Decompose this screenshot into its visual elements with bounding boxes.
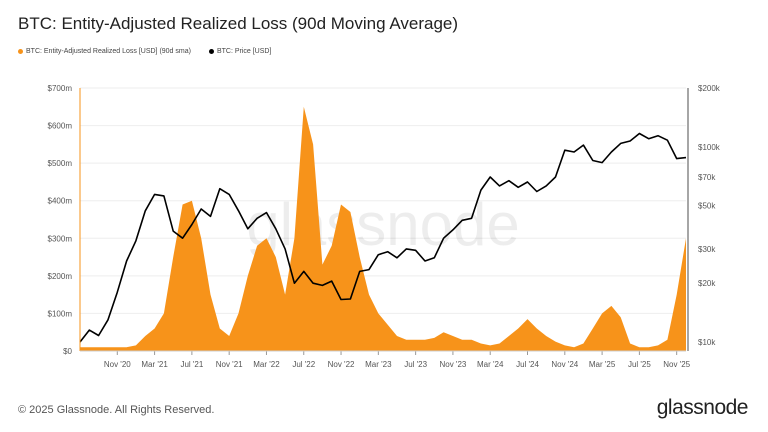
x-tick-label: Nov '22: [328, 360, 355, 369]
legend-dot-icon: [208, 48, 214, 54]
y-right-tick-label: $20k: [698, 279, 716, 288]
x-tick-label: Mar '23: [365, 360, 392, 369]
y-right-tick-label: $50k: [698, 202, 716, 211]
x-tick-label: Nov '25: [663, 360, 690, 369]
y-right-tick-label: $30k: [698, 245, 716, 254]
x-tick-label: Jul '24: [516, 360, 539, 369]
y-left-tick-label: $600m: [48, 122, 73, 131]
x-tick-label: Jul '25: [628, 360, 651, 369]
legend-item-loss[interactable]: BTC: Entity-Adjusted Realized Loss [USD]…: [18, 48, 191, 55]
x-tick-label: Nov '20: [104, 360, 131, 369]
x-tick-label: Mar '24: [477, 360, 504, 369]
legend-label: BTC: Entity-Adjusted Realized Loss [USD]…: [26, 48, 191, 55]
y-left-tick-label: $200m: [48, 272, 73, 281]
x-tick-label: Mar '25: [589, 360, 616, 369]
legend-dot-icon: [18, 48, 23, 54]
y-left-tick-label: $300m: [48, 234, 73, 243]
y-right-tick-label: $200k: [698, 84, 721, 93]
legend: BTC: Entity-Adjusted Realized Loss [USD]…: [18, 48, 271, 55]
chart-title: BTC: Entity-Adjusted Realized Loss (90d …: [18, 14, 459, 33]
x-tick-label: Jul '23: [404, 360, 427, 369]
y-right-tick-label: $10k: [698, 338, 716, 347]
y-left-tick-label: $100m: [48, 309, 73, 318]
y-right-tick-label: $70k: [698, 173, 716, 182]
x-tick-label: Nov '23: [439, 360, 466, 369]
y-left-tick-label: $700m: [48, 84, 73, 93]
watermark: glassnode: [246, 191, 520, 258]
x-tick-label: Jul '21: [180, 360, 203, 369]
copyright: © 2025 Glassnode. All Rights Reserved.: [18, 404, 215, 416]
glassnode-logo: glassnode: [656, 396, 749, 419]
y-left-tick-label: $0: [63, 347, 72, 356]
x-tick-label: Mar '22: [253, 360, 280, 369]
y-left-tick-label: $500m: [48, 159, 73, 168]
x-tick-label: Nov '21: [216, 360, 243, 369]
x-tick-label: Jul '22: [292, 360, 315, 369]
x-tick-label: Mar '21: [141, 360, 168, 369]
legend-item-price[interactable]: BTC: Price [USD]: [208, 48, 272, 55]
y-left-tick-label: $400m: [48, 197, 73, 206]
x-tick-label: Nov '24: [551, 360, 578, 369]
price-line: [79, 132, 687, 343]
y-right-tick-label: $100k: [698, 143, 721, 152]
legend-label: BTC: Price [USD]: [216, 48, 272, 55]
